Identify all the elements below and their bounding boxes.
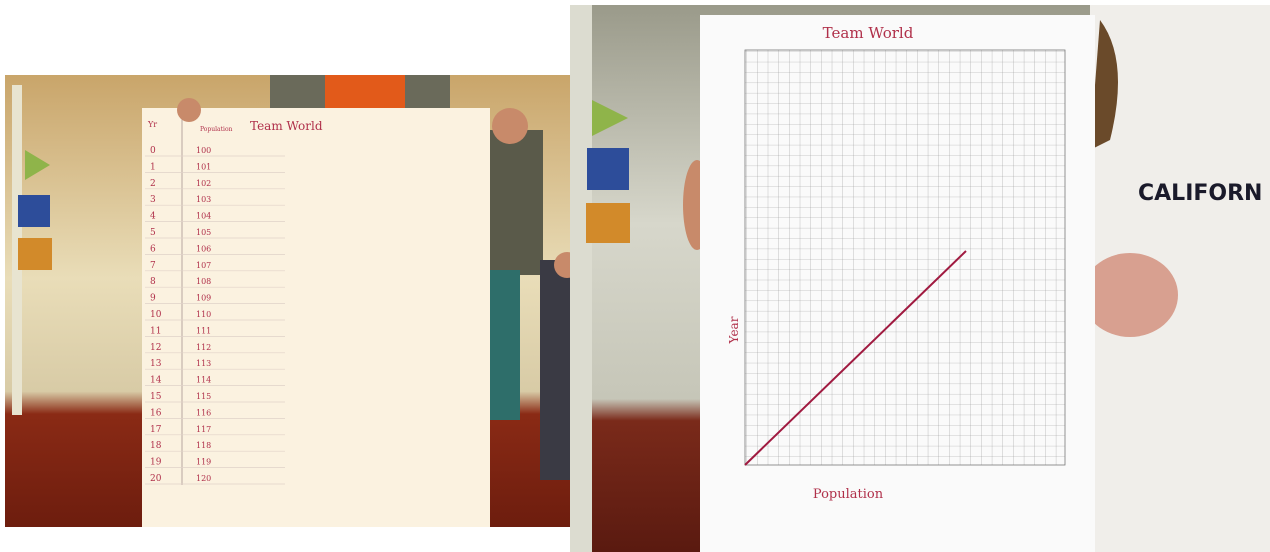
y-axis-label: Year	[727, 316, 741, 344]
population-cell: 113	[196, 359, 211, 368]
year-cell: 18	[150, 441, 162, 451]
population-cell: 103	[196, 195, 211, 204]
year-cell: 1	[150, 162, 156, 172]
population-cell: 115	[196, 392, 211, 401]
year-cell: 2	[150, 179, 156, 189]
page: Team World Yr Population 010011012102310…	[0, 0, 1270, 552]
year-cell: 16	[150, 408, 162, 418]
population-cell: 106	[196, 244, 211, 253]
year-cell: 20	[150, 474, 162, 484]
scene: Team World Yr Population 010011012102310…	[0, 0, 1270, 552]
population-cell: 101	[196, 162, 211, 171]
population-cell: 112	[196, 343, 211, 352]
year-cell: 7	[150, 261, 156, 271]
population-cell: 100	[196, 146, 211, 155]
year-cell: 6	[150, 244, 156, 254]
population-cell: 105	[196, 228, 211, 237]
year-cell: 9	[150, 294, 156, 304]
year-cell: 15	[150, 392, 162, 402]
year-cell: 8	[150, 277, 156, 287]
year-cell: 5	[150, 228, 156, 238]
population-cell: 119	[196, 458, 211, 467]
population-cell: 109	[196, 294, 211, 303]
population-cell: 104	[196, 212, 211, 221]
column-header: Population	[200, 126, 233, 133]
x-axis-label: Population	[813, 487, 884, 502]
population-cell: 110	[196, 310, 211, 319]
left-photo	[5, 75, 580, 527]
year-cell: 10	[150, 310, 162, 320]
right-photo: CALIFORN	[570, 5, 1270, 552]
population-cell: 117	[196, 425, 211, 434]
population-cell: 120	[196, 474, 211, 483]
left-title: Team World	[250, 119, 323, 133]
population-cell: 118	[196, 441, 211, 450]
year-cell: 17	[150, 425, 162, 435]
svg-text:CALIFORN: CALIFORN	[1138, 181, 1262, 206]
year-cell: 13	[150, 359, 162, 369]
right-title: Team World	[823, 24, 914, 42]
left-poster	[142, 108, 490, 527]
year-cell: 19	[150, 458, 162, 468]
graph-grid	[745, 50, 1065, 465]
year-cell: 4	[150, 212, 156, 222]
population-cell: 114	[196, 376, 211, 385]
year-cell: 3	[150, 195, 156, 205]
year-cell: 0	[150, 146, 156, 156]
year-cell: 14	[150, 376, 162, 386]
year-cell: 12	[150, 343, 161, 353]
population-cell: 111	[196, 326, 211, 335]
population-cell: 107	[196, 261, 211, 270]
population-cell: 116	[196, 408, 211, 417]
year-cell: 11	[150, 326, 161, 336]
population-cell: 102	[196, 179, 211, 188]
population-cell: 108	[196, 277, 211, 286]
column-header: Yr	[147, 120, 157, 129]
